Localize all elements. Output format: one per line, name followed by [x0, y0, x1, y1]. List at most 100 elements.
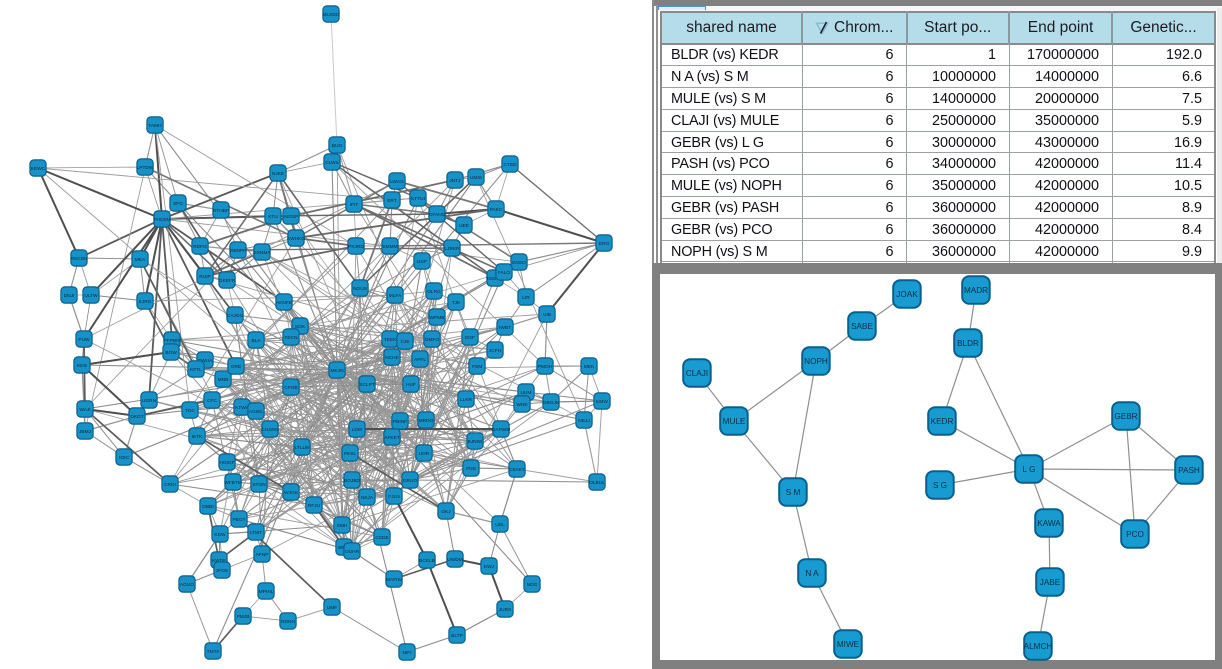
svg-text:CHJWG: CHJWG [261, 427, 279, 433]
svg-text:DBNPF: DBNPF [230, 248, 246, 254]
svg-text:BOJBD: BOJBD [344, 478, 361, 484]
svg-text:ESNMA: ESNMA [253, 250, 271, 256]
svg-text:OUHR: OUHR [345, 549, 360, 555]
svg-text:OLRG: OLRG [427, 289, 441, 295]
svg-text:SCLPT: SCLPT [359, 382, 375, 388]
svg-text:GFAHG: GFAHG [429, 212, 446, 218]
svg-text:HUF: HUF [406, 382, 416, 388]
svg-text:RDFG: RDFG [193, 244, 207, 250]
svg-text:GRUO: GRUO [403, 478, 418, 484]
svg-text:RDNN: RDNN [281, 619, 295, 625]
svg-text:LLKR: LLKR [460, 397, 473, 403]
svg-text:MLFA: MLFA [389, 293, 402, 299]
svg-text:CLAJI: CLAJI [686, 369, 708, 378]
svg-text:LWAG: LWAG [390, 179, 404, 185]
svg-text:UEE: UEE [459, 223, 469, 229]
svg-text:IOIC: IOIC [119, 455, 129, 461]
svg-text:CRGI: CRGI [164, 482, 176, 488]
svg-text:OIBD: OIBD [202, 504, 214, 510]
svg-text:LPTDW: LPTDW [137, 165, 154, 171]
svg-text:BUO: BUO [332, 143, 343, 149]
svg-text:STGN: STGN [252, 482, 266, 488]
svg-text:IETK: IETK [192, 434, 203, 440]
svg-text:PCO: PCO [1126, 530, 1144, 539]
svg-text:MNB: MNB [218, 377, 229, 383]
svg-text:AOUO: AOUO [180, 582, 194, 588]
svg-text:PUW: PUW [78, 337, 90, 343]
svg-text:CEAKT: CEAKT [509, 467, 525, 473]
svg-text:BLDR: BLDR [957, 339, 979, 348]
svg-text:EGF: EGF [465, 335, 475, 341]
svg-text:JURS: JURS [499, 607, 512, 613]
svg-text:RTHBP: RTHBP [213, 208, 229, 214]
svg-text:BOW: BOW [165, 350, 177, 356]
svg-text:FECN: FECN [284, 335, 298, 341]
svg-text:PFPWS: PFPWS [163, 338, 180, 344]
svg-text:KDW: KDW [214, 532, 226, 538]
svg-text:BLA: BLA [251, 338, 261, 344]
svg-text:MEA: MEA [135, 257, 146, 263]
svg-text:NJKE: NJKE [272, 171, 284, 177]
svg-text:PEOT: PEOT [232, 517, 245, 523]
svg-text:MULE: MULE [723, 417, 746, 426]
svg-text:CFC: CFC [207, 398, 217, 404]
svg-text:TAMH: TAMH [148, 123, 162, 129]
svg-text:TMTA: TMTA [207, 649, 220, 655]
svg-text:GRE: GRE [231, 364, 241, 370]
svg-text:LTLLW: LTLLW [295, 445, 310, 451]
svg-text:BCKLB: BCKLB [419, 558, 435, 564]
svg-text:NDG: NDG [527, 582, 538, 588]
svg-text:WHE: WHE [516, 402, 527, 408]
svg-text:FNS: FNS [466, 466, 476, 472]
svg-text:JFOS: JFOS [216, 568, 228, 574]
svg-text:NGUS: NGUS [353, 286, 367, 292]
svg-text:LTMT: LTMT [250, 530, 262, 536]
svg-text:RUIP: RUIP [199, 274, 210, 280]
svg-text:NOPH: NOPH [804, 357, 828, 366]
svg-text:MRDO: MRDO [419, 418, 434, 424]
svg-text:PMOH: PMOH [538, 364, 553, 370]
svg-text:GKEFR: GKEFR [219, 278, 236, 284]
svg-text:AFNP: AFNP [256, 552, 269, 558]
svg-text:GEBR: GEBR [1114, 412, 1137, 421]
svg-text:AIGSP: AIGSP [284, 214, 299, 220]
svg-text:NEJJ: NEJJ [578, 418, 590, 424]
svg-text:JNTJ: JNTJ [449, 178, 461, 184]
svg-text:ULTW: ULTW [84, 293, 98, 299]
svg-text:IDSNW: IDSNW [487, 276, 503, 282]
svg-text:KEWC: KEWC [31, 166, 46, 172]
svg-text:CTED: CTED [503, 162, 517, 168]
svg-text:ERO: ERO [599, 241, 610, 247]
svg-text:UGF: UGF [417, 259, 427, 265]
svg-text:DNJI: DNJI [64, 293, 75, 299]
svg-text:MKJN: MKJN [330, 368, 344, 374]
svg-text:AKNFE: AKNFE [276, 300, 292, 306]
svg-text:UDL: UDL [495, 522, 505, 528]
svg-text:PBINF: PBINF [393, 419, 407, 425]
svg-text:GBGJN: GBGJN [543, 400, 560, 406]
svg-text:PSM: PSM [472, 364, 482, 370]
svg-text:OKJ: OKJ [441, 509, 451, 515]
svg-text:KAWA: KAWA [1037, 519, 1061, 528]
svg-text:JOAK: JOAK [896, 290, 918, 299]
svg-text:NCHE: NCHE [385, 355, 399, 361]
svg-text:UUM: UUM [521, 390, 532, 396]
svg-text:RSCDN: RSCDN [70, 256, 88, 262]
svg-text:APFL: APFL [414, 357, 426, 363]
svg-text:ERT: ERT [387, 198, 397, 204]
svg-text:KWHKO: KWHKO [287, 236, 305, 242]
svg-text:KTWA: KTWA [235, 405, 249, 411]
svg-text:UGRN: UGRN [142, 398, 157, 404]
svg-text:KEDR: KEDR [931, 417, 954, 426]
svg-text:CFOB: CFOB [284, 385, 297, 391]
svg-text:FJLN: FJLN [388, 494, 400, 500]
svg-text:PAKC: PAKC [490, 207, 503, 213]
svg-text:KTU: KTU [268, 214, 278, 220]
svg-text:OMFO: OMFO [425, 337, 440, 343]
svg-text:KTTUI: KTTUI [411, 196, 425, 202]
svg-text:SMH: SMH [337, 523, 348, 529]
svg-text:TJK: TJK [452, 300, 461, 306]
svg-text:FALO: FALO [498, 270, 511, 276]
svg-text:KDS: KDS [77, 363, 87, 369]
svg-text:TOC: TOC [185, 408, 196, 414]
